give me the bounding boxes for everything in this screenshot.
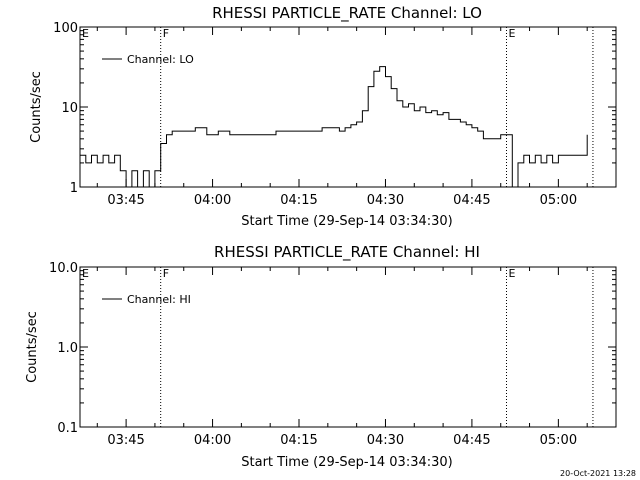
marker-label: F — [163, 267, 169, 280]
x-tick-label: 03:45 — [107, 193, 144, 208]
x-tick-label: 04:30 — [367, 433, 404, 448]
panel-lo-title: RHESSI PARTICLE_RATE Channel: LO — [212, 4, 482, 23]
marker-label: F — [163, 27, 169, 40]
panel-lo-legend-label: Channel: LO — [127, 53, 194, 66]
panel-lo-y-axis: 1 10 100 — [53, 21, 616, 196]
panel-lo: RHESSI PARTICLE_RATE Channel: LO 110100 … — [29, 4, 617, 229]
panel-lo-ylabel: Counts/sec — [29, 71, 44, 143]
y-tick-label: 1.0 — [57, 341, 78, 356]
generation-timestamp: 20-Oct-2021 13:28 — [560, 469, 636, 478]
x-tick-label: 05:00 — [540, 193, 577, 208]
panel-hi-legend: Channel: HI — [102, 293, 191, 306]
marker-label: E — [508, 267, 515, 280]
y-tick-label: 100 — [53, 21, 78, 36]
y-tick-label: 10.0 — [49, 261, 78, 276]
x-tick-label: 03:45 — [107, 433, 144, 448]
x-tick-label: 04:45 — [453, 433, 490, 448]
panel-lo-legend: Channel: LO — [102, 53, 194, 66]
panel-lo-series-line — [80, 66, 588, 188]
panel-hi-title: RHESSI PARTICLE_RATE Channel: HI — [214, 243, 480, 262]
x-tick-label: 04:00 — [194, 433, 231, 448]
x-tick-label: 04:00 — [194, 193, 231, 208]
panel-lo-xlabel: Start Time (29-Sep-14 03:34:30) — [241, 214, 452, 229]
y-tick-label: 10 — [61, 101, 78, 116]
y-tick-label: 1 — [70, 181, 78, 196]
x-tick-label: 04:15 — [280, 433, 317, 448]
panel-hi-legend-label: Channel: HI — [127, 293, 191, 306]
x-tick-label: 04:15 — [280, 193, 317, 208]
marker-label: E — [508, 27, 515, 40]
panel-hi-xlabel: Start Time (29-Sep-14 03:34:30) — [241, 455, 452, 470]
panel-hi-ylabel: Counts/sec — [25, 311, 40, 383]
panel-lo-x-axis: 03:45 04:00 04:15 04:30 04:45 05:00 — [96, 27, 617, 208]
panel-hi: RHESSI PARTICLE_RATE Channel: HI 0.1 1.0 1… — [25, 243, 617, 470]
marker-label: E — [82, 267, 89, 280]
marker-label: E — [82, 27, 89, 40]
panel-hi-y-axis: 0.1 1.0 10.0 — [49, 261, 616, 436]
x-tick-label: 04:45 — [453, 193, 490, 208]
x-tick-label: 05:00 — [540, 433, 577, 448]
y-tick-label: 0.1 — [57, 421, 78, 436]
x-tick-label: 04:30 — [367, 193, 404, 208]
panel-hi-x-axis: 03:45 04:00 04:15 04:30 04:45 05:00 — [96, 267, 617, 448]
